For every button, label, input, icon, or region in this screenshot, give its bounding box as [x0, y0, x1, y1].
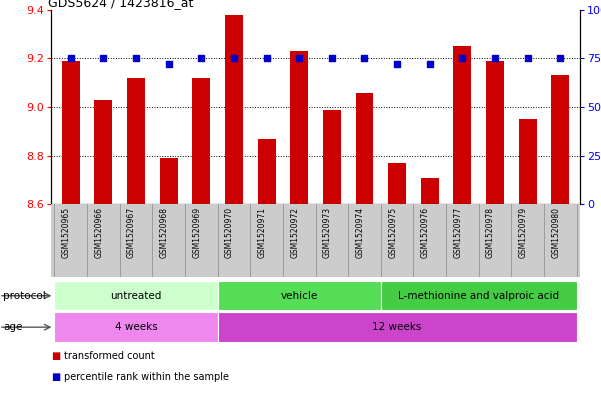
Bar: [356, 92, 373, 204]
Bar: [388, 163, 406, 204]
Text: GSM1520968: GSM1520968: [160, 207, 169, 257]
Bar: [290, 51, 308, 204]
Text: transformed count: transformed count: [64, 351, 155, 361]
Point: [425, 61, 435, 68]
Bar: [192, 78, 210, 204]
Bar: [381, 281, 577, 310]
Text: GDS5624 / 1423816_at: GDS5624 / 1423816_at: [49, 0, 194, 9]
Point: [523, 55, 532, 62]
Bar: [54, 281, 218, 310]
Text: GSM1520969: GSM1520969: [192, 207, 201, 258]
Text: GSM1520976: GSM1520976: [421, 207, 430, 258]
Point: [359, 55, 369, 62]
Text: vehicle: vehicle: [281, 291, 318, 301]
Point: [197, 55, 206, 62]
Bar: [160, 158, 177, 204]
Text: percentile rank within the sample: percentile rank within the sample: [64, 372, 230, 382]
Text: GSM1520965: GSM1520965: [62, 207, 71, 258]
Bar: [486, 61, 504, 204]
Text: GSM1520980: GSM1520980: [551, 207, 560, 257]
Point: [131, 55, 141, 62]
Bar: [323, 110, 341, 204]
Bar: [421, 178, 439, 204]
Text: ■: ■: [51, 372, 60, 382]
Point: [99, 55, 108, 62]
Point: [294, 55, 304, 62]
Text: GSM1520972: GSM1520972: [290, 207, 299, 257]
Point: [392, 61, 402, 68]
Point: [164, 61, 174, 68]
Text: GSM1520971: GSM1520971: [258, 207, 267, 257]
Bar: [218, 312, 577, 342]
Bar: [519, 119, 537, 204]
Point: [327, 55, 337, 62]
Bar: [54, 312, 218, 342]
Bar: [551, 75, 569, 204]
Text: age: age: [3, 322, 22, 332]
Text: GSM1520978: GSM1520978: [486, 207, 495, 257]
Text: untreated: untreated: [110, 291, 162, 301]
Text: ■: ■: [51, 351, 60, 361]
Text: protocol: protocol: [3, 291, 46, 301]
Text: 12 weeks: 12 weeks: [373, 322, 422, 332]
Bar: [127, 78, 145, 204]
Point: [457, 55, 467, 62]
Text: GSM1520966: GSM1520966: [94, 207, 103, 258]
Point: [490, 55, 500, 62]
Text: L-methionine and valproic acid: L-methionine and valproic acid: [398, 291, 560, 301]
Text: GSM1520977: GSM1520977: [453, 207, 462, 258]
Bar: [94, 100, 112, 204]
Bar: [454, 46, 471, 204]
Bar: [218, 281, 381, 310]
Text: GSM1520979: GSM1520979: [519, 207, 528, 258]
Text: GSM1520974: GSM1520974: [356, 207, 364, 258]
Text: 4 weeks: 4 weeks: [115, 322, 157, 332]
Point: [262, 55, 272, 62]
Point: [555, 55, 565, 62]
Bar: [62, 61, 80, 204]
Text: GSM1520975: GSM1520975: [388, 207, 397, 258]
Point: [229, 55, 239, 62]
Point: [66, 55, 76, 62]
Bar: [225, 15, 243, 204]
Bar: [258, 139, 275, 204]
Text: GSM1520973: GSM1520973: [323, 207, 332, 258]
Text: GSM1520970: GSM1520970: [225, 207, 234, 258]
Text: GSM1520967: GSM1520967: [127, 207, 136, 258]
